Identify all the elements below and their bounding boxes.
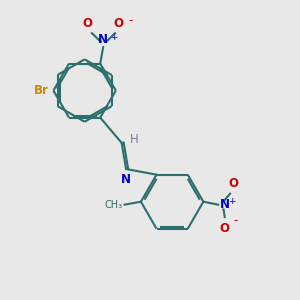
Text: N: N <box>98 33 108 46</box>
Text: O: O <box>229 177 239 190</box>
Text: O: O <box>114 17 124 30</box>
Text: N: N <box>220 198 230 211</box>
Text: -: - <box>234 214 238 226</box>
Text: O: O <box>82 17 92 30</box>
Text: +: + <box>110 33 117 42</box>
Text: CH₃: CH₃ <box>104 200 122 210</box>
Text: Br: Br <box>34 84 49 97</box>
Text: +: + <box>228 196 235 206</box>
Text: H: H <box>130 133 139 146</box>
Text: O: O <box>220 222 230 235</box>
Text: -: - <box>128 14 133 27</box>
Text: N: N <box>121 172 131 186</box>
